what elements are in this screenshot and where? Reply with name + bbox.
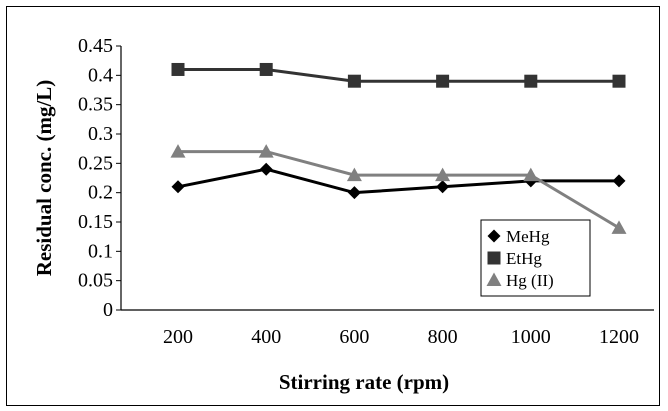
- series-line: [178, 67, 619, 83]
- y-tick-label: 0: [103, 299, 113, 321]
- legend-label: MeHg: [506, 227, 550, 246]
- legend-marker: [487, 251, 501, 265]
- y-tick-label: 0.15: [78, 211, 113, 233]
- data-point: [524, 74, 538, 88]
- data-point: [611, 220, 627, 234]
- y-tick-label: 0.25: [78, 152, 113, 174]
- data-point: [435, 167, 451, 182]
- y-tick-label: 0.3: [88, 123, 113, 145]
- data-point: [612, 174, 626, 188]
- data-point: [259, 62, 273, 76]
- x-tick-label: 600: [339, 326, 369, 348]
- data-point: [523, 167, 539, 182]
- legend-marker: [487, 229, 501, 243]
- legend-marker: [486, 272, 502, 286]
- x-tick-label: 400: [251, 326, 281, 348]
- series-0: [171, 162, 626, 200]
- y-tick-labels: 0 0.05 0.1 0.15 0.2 0.25 0.3 0.35 0.4 0.45: [78, 35, 113, 321]
- series-2: [170, 144, 627, 234]
- x-tick-label: 200: [163, 326, 193, 348]
- data-point: [170, 144, 186, 158]
- x-tick-label: 1000: [511, 326, 551, 348]
- y-tick-label: 0.1: [88, 240, 113, 262]
- x-tick-label: 800: [428, 326, 458, 348]
- data-point: [171, 180, 185, 194]
- data-point: [171, 62, 185, 76]
- data-point: [436, 180, 450, 194]
- legend: MeHg EtHg Hg (II): [480, 219, 591, 297]
- series-line: [177, 167, 619, 195]
- data-point: [258, 144, 274, 158]
- legend-label: Hg (II): [506, 271, 554, 290]
- series-layer: [170, 62, 627, 234]
- x-tick-labels: 200 400 600 800 1000 1200: [163, 326, 639, 348]
- axes: [116, 45, 654, 311]
- y-tick-label: 0.35: [78, 94, 113, 116]
- data-point: [347, 186, 361, 200]
- data-point: [347, 74, 361, 88]
- data-point: [436, 74, 450, 88]
- y-tick-label: 0.05: [78, 270, 113, 292]
- x-axis-title: Stirring rate (rpm): [279, 370, 449, 394]
- x-tick-label: 1200: [599, 326, 639, 348]
- y-tick-label: 0.45: [78, 35, 113, 57]
- y-tick-label: 0.4: [88, 64, 113, 86]
- y-tick-label: 0.2: [88, 182, 113, 204]
- series-line: [178, 150, 620, 230]
- y-axis-title: Residual conc. (mg/L): [32, 80, 56, 277]
- legend-label: EtHg: [506, 249, 542, 268]
- series-1: [171, 62, 626, 88]
- data-point: [259, 162, 273, 176]
- data-point: [612, 74, 626, 88]
- chart-frame: [6, 6, 660, 406]
- data-point: [346, 167, 362, 182]
